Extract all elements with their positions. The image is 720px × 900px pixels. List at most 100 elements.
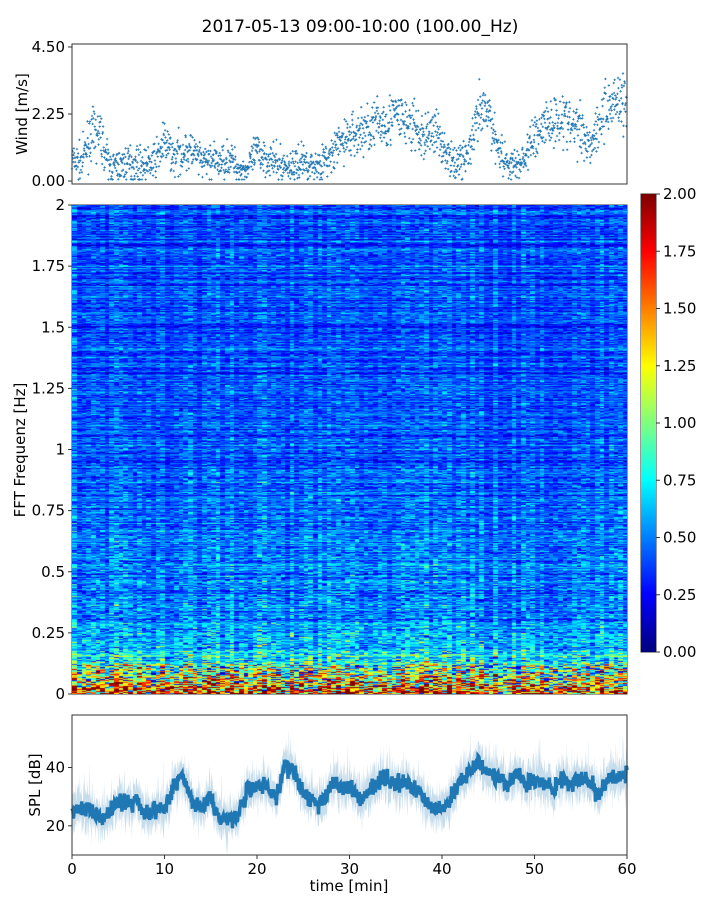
wind-point xyxy=(452,156,455,159)
wind-point xyxy=(280,161,283,164)
wind-point xyxy=(162,133,166,137)
wind-point xyxy=(536,126,540,130)
wind-point xyxy=(268,164,271,168)
wind-point xyxy=(431,143,434,147)
wind-point xyxy=(198,148,201,152)
wind-point xyxy=(100,117,103,120)
wind-point xyxy=(117,163,120,166)
wind-point xyxy=(499,146,502,150)
wind-point xyxy=(480,113,483,116)
wind-point xyxy=(376,95,379,98)
wind-yticks: 0.00 2.25 4.50 xyxy=(32,38,72,190)
wind-point xyxy=(388,94,392,97)
wind-point xyxy=(349,149,352,152)
colorbar-tick-label: 1.00 xyxy=(663,414,696,432)
wind-point xyxy=(146,145,150,149)
wind-point xyxy=(174,148,177,151)
wind-point xyxy=(158,160,162,163)
wind-point xyxy=(92,110,96,113)
wind-point xyxy=(272,154,276,157)
wind-point xyxy=(376,112,380,115)
wind-point xyxy=(434,121,438,124)
wind-point xyxy=(372,101,376,104)
wind-point xyxy=(228,152,232,155)
wind-point xyxy=(481,99,484,102)
wind-point xyxy=(116,161,119,165)
wind-point xyxy=(346,126,349,130)
wind-point xyxy=(571,122,575,126)
wind-point xyxy=(331,142,335,146)
wind-point xyxy=(561,95,564,98)
wind-point xyxy=(334,146,337,149)
wind-point xyxy=(518,162,521,166)
wind-point xyxy=(161,152,164,156)
wind-point xyxy=(141,156,144,159)
wind-point xyxy=(134,159,138,163)
wind-point xyxy=(155,165,158,169)
wind-point xyxy=(296,176,299,180)
wind-point xyxy=(191,136,194,139)
wind-point xyxy=(127,149,130,153)
wind-point xyxy=(283,160,286,163)
wind-point xyxy=(198,161,202,164)
wind-point xyxy=(595,137,598,141)
wind-point xyxy=(121,168,125,172)
wind-point xyxy=(240,164,243,167)
wind-point xyxy=(410,114,414,117)
wind-point xyxy=(207,159,211,163)
wind-point xyxy=(167,133,171,136)
wind-point xyxy=(437,136,441,140)
wind-point xyxy=(89,159,93,163)
wind-point xyxy=(624,110,627,113)
wind-point xyxy=(111,171,114,174)
spl-envelope xyxy=(72,728,627,857)
wind-point xyxy=(199,146,202,149)
wind-point xyxy=(154,162,157,166)
wind-point xyxy=(567,121,570,124)
wind-point xyxy=(110,175,113,178)
wind-point xyxy=(369,138,372,142)
wind-point xyxy=(447,142,450,146)
wind-point xyxy=(386,121,390,125)
wind-point xyxy=(181,160,184,164)
wind-point xyxy=(525,147,529,151)
spl-ytick-label: 20 xyxy=(46,817,65,835)
wind-point xyxy=(117,178,120,181)
wind-point xyxy=(591,136,595,140)
wind-point xyxy=(620,83,623,87)
wind-point xyxy=(225,161,228,164)
wind-point xyxy=(212,153,215,156)
wind-point xyxy=(174,157,178,160)
wind-point xyxy=(150,160,153,164)
wind-point xyxy=(517,153,520,157)
wind-point xyxy=(508,160,511,164)
wind-point xyxy=(117,151,121,155)
wind-point xyxy=(546,117,549,121)
wind-point xyxy=(440,155,444,158)
wind-point xyxy=(298,158,302,162)
wind-point xyxy=(165,149,169,152)
wind-point xyxy=(455,169,459,173)
wind-point xyxy=(78,138,81,142)
wind-point xyxy=(455,158,458,161)
wind-point xyxy=(553,122,557,125)
wind-point xyxy=(75,147,79,151)
wind-point xyxy=(411,127,414,131)
wind-point xyxy=(294,160,297,163)
wind-point xyxy=(97,129,100,133)
wind-point xyxy=(494,162,497,166)
wind-point xyxy=(597,118,600,121)
wind-point xyxy=(493,130,497,133)
wind-point xyxy=(572,110,575,113)
wind-point xyxy=(433,150,437,153)
wind-point xyxy=(426,136,429,139)
wind-point xyxy=(434,140,438,143)
wind-point xyxy=(419,144,423,147)
wind-point xyxy=(205,172,208,176)
wind-point xyxy=(595,150,598,153)
wind-point xyxy=(310,154,314,158)
wind-point xyxy=(490,126,493,130)
wind-point xyxy=(250,149,254,153)
wind-point xyxy=(531,146,535,150)
wind-point xyxy=(170,158,174,161)
